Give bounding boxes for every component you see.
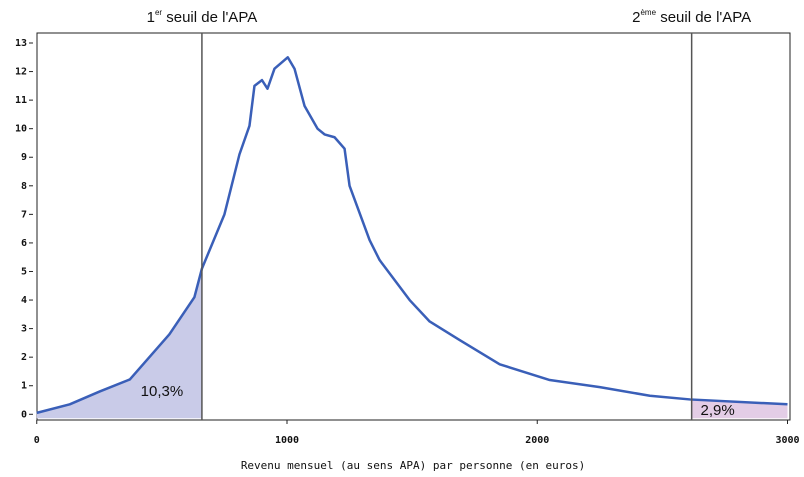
y-tick-label: 0: [21, 409, 27, 420]
threshold-label: 2ème seuil de l'APA: [632, 8, 751, 26]
label-text: seuil de l'APA: [162, 9, 257, 26]
label-text: seuil de l'APA: [656, 9, 751, 26]
y-tick-label: 11: [15, 95, 27, 106]
x-tick-label: 2000: [525, 435, 549, 446]
threshold-label: 1er seuil de l'APA: [147, 8, 258, 26]
y-tick-label: 13: [15, 38, 27, 49]
y-tick-label: 3: [21, 324, 27, 335]
x-axis-title: Revenu mensuel (au sens APA) par personn…: [241, 459, 585, 472]
y-tick-label: 2: [21, 352, 27, 363]
plot-frame: [36, 32, 791, 421]
label-superscript: ème: [640, 8, 656, 17]
y-tick-label: 12: [15, 67, 27, 78]
y-tick-label: 5: [21, 266, 27, 277]
y-tick-label: 10: [15, 124, 27, 135]
label-number: 1: [147, 9, 155, 26]
density-line: [36, 56, 788, 415]
area-share-label: 2,9%: [701, 402, 735, 419]
y-tick-label: 4: [21, 295, 27, 306]
area-share-label: 10,3%: [141, 383, 184, 400]
y-tick-label: 7: [21, 209, 27, 220]
x-tick-label: 0: [34, 435, 40, 446]
shaded-area: [36, 268, 202, 419]
y-tick-label: 6: [21, 238, 27, 249]
y-tick-label: 1: [21, 381, 27, 392]
label-superscript: er: [155, 8, 162, 17]
y-tick-label: 8: [21, 181, 27, 192]
x-tick-label: 3000: [775, 435, 799, 446]
label-number: 2: [632, 9, 640, 26]
y-tick-label: 9: [21, 152, 27, 163]
x-tick-label: 1000: [275, 435, 299, 446]
